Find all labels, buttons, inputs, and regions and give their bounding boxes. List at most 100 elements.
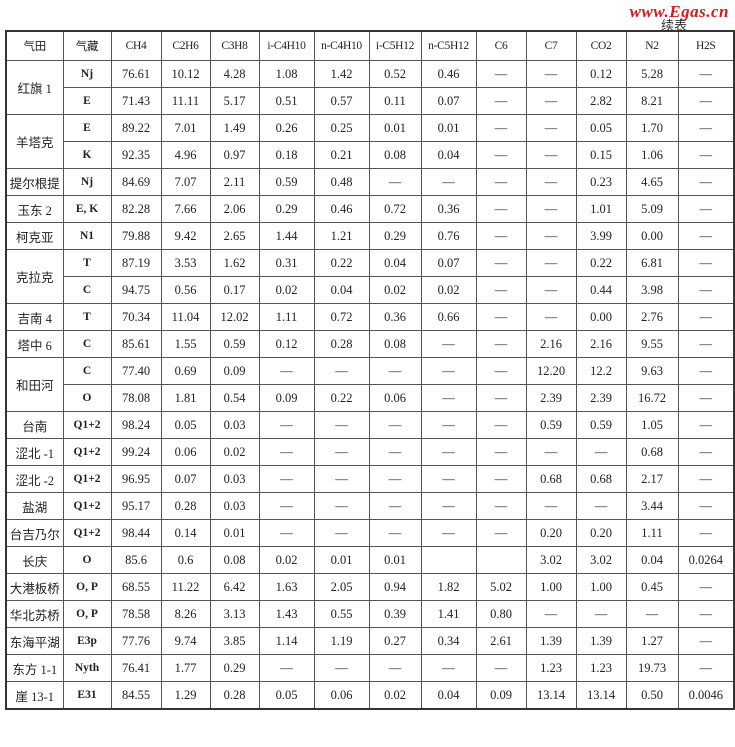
gas-field-cell: 柯克亚 [5, 222, 64, 250]
column-header: i-C4H10 [258, 30, 315, 61]
reservoir-cell: C [62, 330, 112, 358]
value-cell: 1.21 [313, 222, 370, 250]
value-cell: 0.36 [368, 303, 422, 331]
value-cell: 1.00 [525, 573, 577, 601]
value-cell: — [677, 438, 735, 466]
value-cell: 85.61 [110, 330, 162, 358]
value-cell [475, 546, 527, 574]
gas-field-cell: 涩北 -2 [5, 465, 64, 493]
column-header: n-C5H12 [420, 30, 477, 61]
value-cell: — [677, 573, 735, 601]
value-cell: 0.45 [625, 573, 679, 601]
value-cell: 1.06 [625, 141, 679, 169]
value-cell: 7.01 [160, 114, 211, 142]
value-cell: 1.01 [575, 195, 627, 223]
value-cell: 0.39 [368, 600, 422, 628]
value-cell: 3.99 [575, 222, 627, 250]
value-cell: 2.17 [625, 465, 679, 493]
gas-field-cell: 玉东 2 [5, 195, 64, 223]
table-row: 和田河 C 77.40 0.69 0.09— — — — —12.20 12.2 9.63— [5, 357, 735, 412]
table-row: 涩北 -2 Q1+2 96.95 0.07 0.03— — — — —0.68 0.68 2.17— [5, 465, 735, 493]
reservoir-cell: Q1+2 [62, 465, 112, 493]
value-cell: — [677, 222, 735, 250]
value-cell: 1.39 [575, 627, 627, 655]
value-cell: — [313, 465, 370, 493]
reservoir-cell: O, P [62, 600, 112, 628]
gas-field-cell: 提尔根提 [5, 168, 64, 196]
value-cell: 0.04 [313, 276, 370, 304]
value-cell: 0.02 [368, 276, 422, 304]
value-cell: — [677, 195, 735, 223]
value-cell: — [475, 357, 527, 385]
value-cell: 0.02 [258, 276, 315, 304]
value-cell: 98.24 [110, 411, 162, 439]
value-cell: — [677, 357, 735, 385]
value-cell: 0.04 [625, 546, 679, 574]
value-cell: — [525, 600, 577, 628]
value-cell: 0.02 [209, 438, 260, 466]
value-cell: 0.51 [258, 87, 315, 115]
value-cell: 1.14 [258, 627, 315, 655]
value-cell: 0.48 [313, 168, 370, 196]
value-cell: — [313, 357, 370, 385]
value-cell: 0.22 [575, 249, 627, 277]
value-cell: 1.81 [160, 384, 211, 412]
value-cell: — [313, 438, 370, 466]
value-cell: 0.08 [209, 546, 260, 574]
gas-field-cell: 华北苏桥 [5, 600, 64, 628]
value-cell: 0.01 [313, 546, 370, 574]
value-cell: — [313, 519, 370, 547]
value-cell: 78.08 [110, 384, 162, 412]
value-cell: 2.65 [209, 222, 260, 250]
value-cell: — [475, 276, 527, 304]
column-header: C3H8 [209, 30, 260, 61]
value-cell: 6.81 [625, 249, 679, 277]
value-cell: 84.69 [110, 168, 162, 196]
column-header: C2H6 [160, 30, 211, 61]
value-cell: 0.50 [625, 681, 679, 710]
column-header: CO2 [575, 30, 627, 61]
gas-field-cell: 红旗 1 [5, 60, 64, 115]
value-cell: 1.11 [625, 519, 679, 547]
value-cell: 13.14 [525, 681, 577, 710]
value-cell: 0.94 [368, 573, 422, 601]
value-cell: 10.12 [160, 60, 211, 88]
value-cell: 0.14 [160, 519, 211, 547]
reservoir-cell: O, P [62, 573, 112, 601]
value-cell: 0.29 [258, 195, 315, 223]
reservoir-cell: K [62, 141, 112, 169]
value-cell: 70.34 [110, 303, 162, 331]
value-cell: 8.26 [160, 600, 211, 628]
reservoir-cell: Q1+2 [62, 411, 112, 439]
value-cell: 94.75 [110, 276, 162, 304]
value-cell: 0.09 [209, 357, 260, 385]
value-cell: 5.02 [475, 573, 527, 601]
value-cell: — [677, 465, 735, 493]
value-cell: 0.57 [313, 87, 370, 115]
reservoir-cell: C [62, 276, 112, 304]
value-cell: — [368, 492, 422, 520]
value-cell: 0.68 [575, 465, 627, 493]
value-cell: — [368, 654, 422, 682]
gas-field-cell: 羊塔克 [5, 114, 64, 169]
table-row: K 92.35 4.96 0.97 0.18 0.21 0.08 0.04— —0.15 1.06… [6, 141, 735, 169]
table-row: 长庆 O 85.6 0.6 0.08 0.02 0.01 0.01 3.02 3.02 0.04 0.… [5, 546, 735, 574]
value-cell: 1.39 [525, 627, 577, 655]
value-cell: 0.26 [258, 114, 315, 142]
value-cell: 0.01 [420, 114, 477, 142]
value-cell: 0.00 [575, 303, 627, 331]
value-cell: 0.20 [575, 519, 627, 547]
reservoir-cell: E [62, 114, 112, 142]
value-cell: 0.29 [368, 222, 422, 250]
value-cell: — [475, 249, 527, 277]
value-cell: 12.20 [525, 357, 577, 385]
reservoir-cell: O [62, 546, 112, 574]
value-cell: 2.39 [525, 384, 577, 412]
value-cell: — [420, 438, 477, 466]
value-cell: — [420, 411, 477, 439]
value-cell: 5.09 [625, 195, 679, 223]
value-cell: 12.02 [209, 303, 260, 331]
gas-composition-table: 气田 气藏 CH4 C2H6 C3H8 i-C4H10 n-C4H10 i-C5H12 n-C5… [5, 30, 735, 710]
value-cell: — [475, 465, 527, 493]
value-cell: 1.77 [160, 654, 211, 682]
